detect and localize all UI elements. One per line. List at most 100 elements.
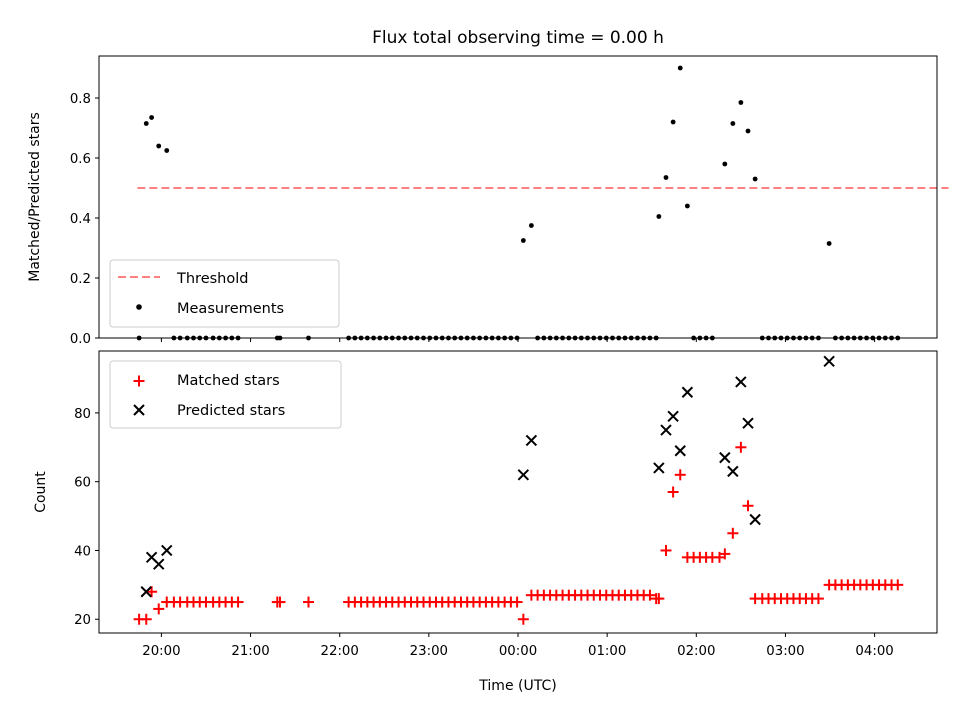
bottom-x-tick-label: 22:00 (321, 644, 359, 659)
predicted-star-stroke-b (749, 513, 761, 526)
predicted-star-stroke-b (517, 469, 530, 481)
predicted-star-point (674, 445, 686, 457)
top-y-tick-label: 0.0 (70, 332, 91, 347)
predicted-star-stroke-b (719, 451, 731, 464)
bottom-x-tick-label: 20:00 (142, 644, 180, 659)
matched-star-point (511, 596, 523, 608)
bottom-x-tick-label: 21:00 (231, 644, 269, 659)
bottom-x-tick-label: 03:00 (766, 644, 804, 659)
predicted-star-stroke-b (153, 558, 165, 570)
measurement-point (156, 143, 162, 149)
bottom-x-tick-label: 01:00 (588, 644, 626, 659)
legend-predicted-label: Predicted stars (177, 403, 285, 419)
bottom-y-tick-label: 60 (74, 476, 91, 491)
matched-star-point (303, 596, 314, 608)
bottom-y-tick-label: 40 (74, 544, 91, 559)
predicted-star-stroke-b (674, 445, 686, 457)
measurement-point (164, 148, 170, 153)
predicted-star-stroke-b (660, 424, 672, 436)
measurement-point (520, 238, 526, 243)
predicted-star-stroke-b (145, 551, 158, 564)
top-x-axis (160, 338, 876, 342)
bottom-legend: Matched stars Predicted stars (109, 360, 342, 429)
measurement-point (143, 121, 149, 126)
predicted-star-point (161, 544, 173, 557)
predicted-star-stroke-b (653, 462, 665, 474)
predicted-star-point (681, 386, 694, 398)
matched-star-point (140, 613, 152, 625)
matched-star-point (644, 589, 656, 601)
chart-title: Flux total observing time = 0.00 h (372, 28, 664, 48)
matched-star-point (660, 544, 672, 556)
predicted-star-point (153, 558, 165, 570)
predicted-star-stroke-b (161, 544, 173, 557)
predicted-star-stroke-b (727, 465, 739, 478)
top-y-tick-label: 0.2 (70, 272, 91, 287)
bottom-x-tick-label: 23:00 (410, 644, 448, 659)
bottom-panel: 20 40 60 80 20:00 21:00 22:00 23:00 00:00 01:00 0… (33, 350, 938, 694)
top-panel: 0.00.20.40.60.8 Matched/Predicted stars … (27, 55, 949, 347)
measurement-point (149, 115, 154, 120)
predicted-star-point (140, 586, 152, 598)
matched-star-point (674, 469, 686, 481)
predicted-star-point (742, 417, 754, 429)
measurement-point (730, 121, 736, 126)
predicted-star-point (719, 451, 731, 464)
bottom-y-axis-label: Count (33, 471, 49, 513)
top-y-axis-label: Matched/Predicted stars (27, 112, 43, 282)
bottom-plot-area (133, 355, 904, 625)
top-legend-box (109, 259, 340, 328)
measurement-point (738, 100, 744, 105)
matched-star-point (742, 500, 754, 512)
legend-predicted-swatch (133, 404, 145, 416)
matched-star-point (274, 596, 286, 608)
predicted-star-stroke-b (735, 376, 747, 388)
top-y-tick-label: 0.4 (70, 212, 91, 227)
bottom-x-axis: 20:00 21:00 22:00 23:00 00:00 01:00 02:00 03:00… (142, 633, 894, 659)
bottom-y-tick-label: 20 (74, 613, 91, 628)
predicted-star-stroke-b (823, 355, 835, 368)
matched-star-point (146, 586, 158, 598)
bottom-y-tick-label: 80 (74, 407, 91, 422)
legend-matched-swatch (133, 375, 145, 387)
matched-star-point (232, 596, 244, 608)
predicted-star-point (727, 465, 739, 478)
measurement-point (752, 176, 758, 182)
x-axis-label: Time (UTC) (478, 678, 556, 694)
matched-star-point (653, 593, 665, 605)
predicted-star-stroke-b (667, 410, 679, 423)
bottom-x-tick-label: 02:00 (677, 644, 715, 659)
bottom-x-tick-label: 00:00 (499, 644, 537, 659)
measurement-point (663, 175, 669, 180)
predicted-star-stroke-b (742, 417, 754, 429)
legend-measurements-label: Measurements (177, 301, 284, 317)
top-y-tick-label: 0.6 (70, 152, 91, 167)
matched-star-point (517, 613, 529, 625)
predicted-star-point (735, 376, 747, 388)
predicted-star-point (517, 469, 530, 481)
measurement-point (722, 161, 728, 167)
measurement-point (826, 241, 832, 246)
measurement-point (745, 128, 751, 134)
legend-threshold-label: Threshold (176, 271, 248, 287)
predicted-star-point (667, 410, 679, 423)
top-y-axis: 0.0 0.2 0.4 0.6 0.8 (70, 92, 99, 347)
measurement-point (528, 223, 534, 228)
predicted-star-stroke-b (681, 386, 694, 398)
predicted-star-point (653, 462, 665, 474)
predicted-star-point (660, 424, 672, 436)
predicted-star-point (823, 355, 835, 368)
bottom-legend-box (109, 360, 342, 429)
top-y-tick-label: 0.8 (70, 92, 91, 107)
predicted-star-stroke-b (525, 434, 538, 447)
predicted-star-point (749, 513, 761, 526)
measurement-point (670, 119, 676, 125)
matched-star-point (727, 527, 739, 539)
measurement-point (656, 214, 662, 219)
matched-star-point (812, 593, 824, 605)
bottom-x-tick-label: 04:00 (855, 644, 893, 659)
bottom-y-axis: 20 40 60 80 (74, 407, 99, 628)
measurement-point (684, 203, 690, 209)
